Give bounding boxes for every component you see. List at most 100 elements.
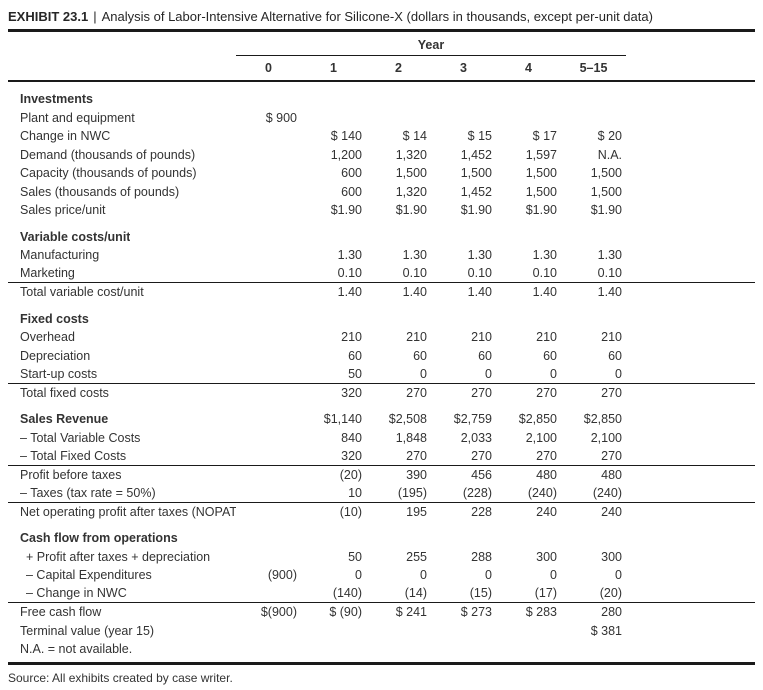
row-label: Sales Revenue xyxy=(20,412,109,427)
row-label: Manufacturing xyxy=(20,248,100,263)
row-value: 0.10 xyxy=(337,266,362,281)
row-label: Variable costs/unit xyxy=(20,229,131,244)
row-value: 10 xyxy=(348,485,362,500)
table-row: Plant and equipment $ 900 xyxy=(8,109,755,128)
row-value: 228 xyxy=(471,504,492,519)
row-value: 1.40 xyxy=(532,285,557,300)
row-value: 600 xyxy=(341,166,362,181)
row-value: 210 xyxy=(536,330,557,345)
row-label: – Total Fixed Costs xyxy=(20,448,127,463)
title-text: Analysis of Labor-Intensive Alternative … xyxy=(101,9,653,24)
table-row: Overhead 210 210 210 210 210 xyxy=(8,328,755,347)
table-row: Capacity (thousands of pounds) 600 1,500 1,… xyxy=(8,164,755,183)
row-value: 0 xyxy=(615,568,622,583)
row-label: Cash flow from operations xyxy=(20,531,178,546)
row-value: 300 xyxy=(536,549,557,564)
row-label: Sales (thousands of pounds) xyxy=(20,184,180,199)
row-value: $ 17 xyxy=(532,129,557,144)
row-value: 0 xyxy=(485,366,492,381)
row-label: Terminal value (year 15) xyxy=(20,623,155,638)
table-row: Marketing 0.10 0.10 0.10 0.10 0.10 xyxy=(8,265,755,283)
row-value: (240) xyxy=(527,485,557,500)
row-value: 1.40 xyxy=(597,285,622,300)
row-value: 255 xyxy=(406,549,427,564)
row-value: 300 xyxy=(601,549,622,564)
row-value: $1.90 xyxy=(525,203,557,218)
table-row: Net operating profit after taxes (NOPAT)… xyxy=(8,503,755,522)
row-label: Overhead xyxy=(20,330,75,345)
table-row: – Capital Expenditures (900) 0 0 0 0 0 xyxy=(8,566,755,585)
row-value: 0 xyxy=(550,366,557,381)
row-label: Change in NWC xyxy=(20,129,111,144)
row-value: $2,850 xyxy=(518,412,557,427)
title-separator: | xyxy=(93,9,97,24)
row-value: (900) xyxy=(267,568,297,583)
year-col-header-0: 0 xyxy=(265,61,272,75)
table-row: Sales (thousands of pounds) 600 1,320 1,452… xyxy=(8,183,755,202)
row-label: Free cash flow xyxy=(20,605,102,620)
row-label: – Total Variable Costs xyxy=(20,430,141,445)
row-value: $2,850 xyxy=(583,412,622,427)
row-value: 840 xyxy=(341,430,362,445)
row-value: 1.30 xyxy=(532,248,557,263)
row-value: 0.10 xyxy=(402,266,427,281)
row-value: 1.30 xyxy=(402,248,427,263)
row-value: 50 xyxy=(348,549,362,564)
row-value: 2,100 xyxy=(590,430,622,445)
row-value: 1,320 xyxy=(395,184,427,199)
row-value: 1.40 xyxy=(402,285,427,300)
row-value: (14) xyxy=(404,586,427,601)
row-value: 50 xyxy=(348,366,362,381)
row-value: $1.90 xyxy=(395,203,427,218)
row-value: 320 xyxy=(341,448,362,463)
row-value: $1.90 xyxy=(330,203,362,218)
row-label: Investments xyxy=(20,92,93,107)
section-header-row: Variable costs/unit xyxy=(8,228,755,247)
row-value: 270 xyxy=(536,448,557,463)
row-value: 1,500 xyxy=(395,166,427,181)
row-value: 2,033 xyxy=(460,430,492,445)
top-rule xyxy=(8,29,755,32)
row-value: 270 xyxy=(471,385,492,400)
header-rule xyxy=(8,80,755,82)
row-value: 270 xyxy=(536,385,557,400)
row-value: $2,508 xyxy=(388,412,427,427)
row-value: 480 xyxy=(536,467,557,482)
table-body: Investments Plant and equipment $ 900 Chang… xyxy=(8,90,755,659)
row-value: 1,320 xyxy=(395,147,427,162)
row-value: 1,500 xyxy=(590,184,622,199)
row-value: 1,500 xyxy=(525,166,557,181)
row-value: 1.30 xyxy=(597,248,622,263)
year-col-header-1: 1 xyxy=(330,61,337,75)
table-row: Free cash flow $(900) $ (90) $ 241 $ 273 $ 28… xyxy=(8,603,755,622)
row-value: 1,597 xyxy=(525,147,557,162)
row-value: 320 xyxy=(341,385,362,400)
table-note-row: N.A. = not available. xyxy=(8,640,755,659)
column-header-row: 0 1 2 3 4 5–15 xyxy=(8,56,755,80)
row-label: Total fixed costs xyxy=(20,385,109,400)
row-value: $ 20 xyxy=(597,129,622,144)
row-value: 270 xyxy=(601,448,622,463)
table-row: Total fixed costs 320 270 270 270 270 xyxy=(8,384,755,403)
exhibit-table: Year 0 1 2 3 4 5–15 xyxy=(8,38,755,80)
table-row: – Taxes (tax rate = 50%) 10 (195) (228) (240… xyxy=(8,484,755,503)
row-value: 0 xyxy=(420,568,427,583)
row-value: 600 xyxy=(341,184,362,199)
row-value: $ 15 xyxy=(467,129,492,144)
row-value: 270 xyxy=(406,448,427,463)
table-row: Depreciation 60 60 60 60 60 xyxy=(8,347,755,366)
section-header-row: Investments xyxy=(8,90,755,109)
row-value: N.A. xyxy=(597,147,622,162)
row-label: Profit before taxes xyxy=(20,467,122,482)
row-value: 1,848 xyxy=(395,430,427,445)
source-note: Source: All exhibits created by case wri… xyxy=(8,670,233,685)
row-value: 0.10 xyxy=(597,266,622,281)
section-header-row: Cash flow from operations xyxy=(8,529,755,548)
row-value: $ 241 xyxy=(395,605,427,620)
row-value: 240 xyxy=(601,504,622,519)
row-label: Demand (thousands of pounds) xyxy=(20,147,196,162)
exhibit-number: EXHIBIT 23.1 xyxy=(8,9,89,24)
row-label: – Taxes (tax rate = 50%) xyxy=(20,485,156,500)
row-value: 210 xyxy=(471,330,492,345)
row-value: (20) xyxy=(339,467,362,482)
